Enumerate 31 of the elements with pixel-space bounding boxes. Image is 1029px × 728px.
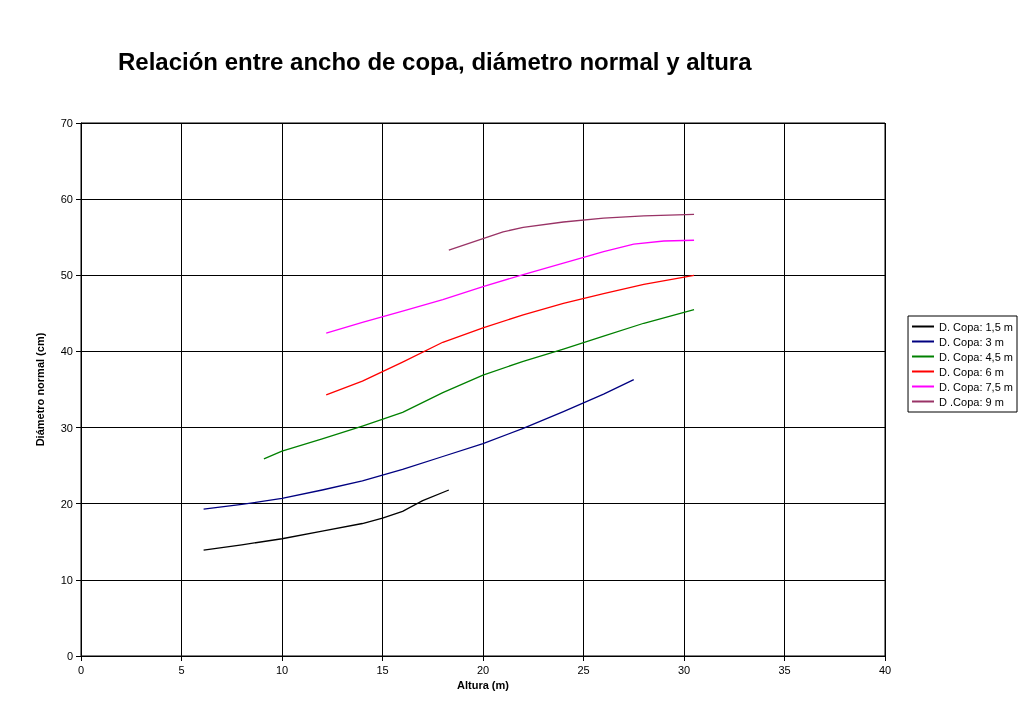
y-tick-label: 50 xyxy=(60,269,73,282)
x-tick-label: 15 xyxy=(376,663,389,676)
legend-label: D. Copa: 1,5 m xyxy=(939,320,1014,333)
y-tick-label: 70 xyxy=(60,117,73,129)
x-tick-label: 25 xyxy=(577,663,590,676)
legend-label: D. Copa: 7,5 m xyxy=(939,380,1014,393)
y-tick-label: 30 xyxy=(60,421,73,434)
x-tick-label: 30 xyxy=(677,663,691,676)
x-tick-label: 35 xyxy=(778,663,791,676)
y-tick-label: 60 xyxy=(60,193,73,206)
x-tick-label: 5 xyxy=(178,663,185,676)
y-axis-title: Diámetro normal (cm) xyxy=(33,332,46,447)
y-tick-label: 0 xyxy=(66,650,73,662)
x-tick-label: 10 xyxy=(275,663,289,676)
y-tick-label: 40 xyxy=(60,345,73,358)
x-tick-label: 20 xyxy=(476,663,490,676)
line-series xyxy=(202,378,635,510)
legend-label: D. Copa: 3 m xyxy=(939,335,1004,348)
line-series xyxy=(325,239,695,334)
legend-label: D. Copa: 4,5 m xyxy=(939,350,1014,363)
chart-title: Relación entre ancho de copa, diámetro normal y altura xyxy=(118,47,753,75)
y-tick-label: 20 xyxy=(60,497,73,510)
legend-label: D .Copa: 9 m xyxy=(939,395,1004,408)
line-series xyxy=(325,274,695,396)
line-series xyxy=(448,213,695,251)
line-series xyxy=(263,308,695,460)
x-tick-label: 0 xyxy=(77,663,85,676)
x-tick-label: 40 xyxy=(878,663,892,676)
y-tick-label: 10 xyxy=(60,573,73,586)
legend-label: D. Copa: 6 m xyxy=(939,365,1004,378)
x-axis-title: Altura (m) xyxy=(457,679,510,692)
